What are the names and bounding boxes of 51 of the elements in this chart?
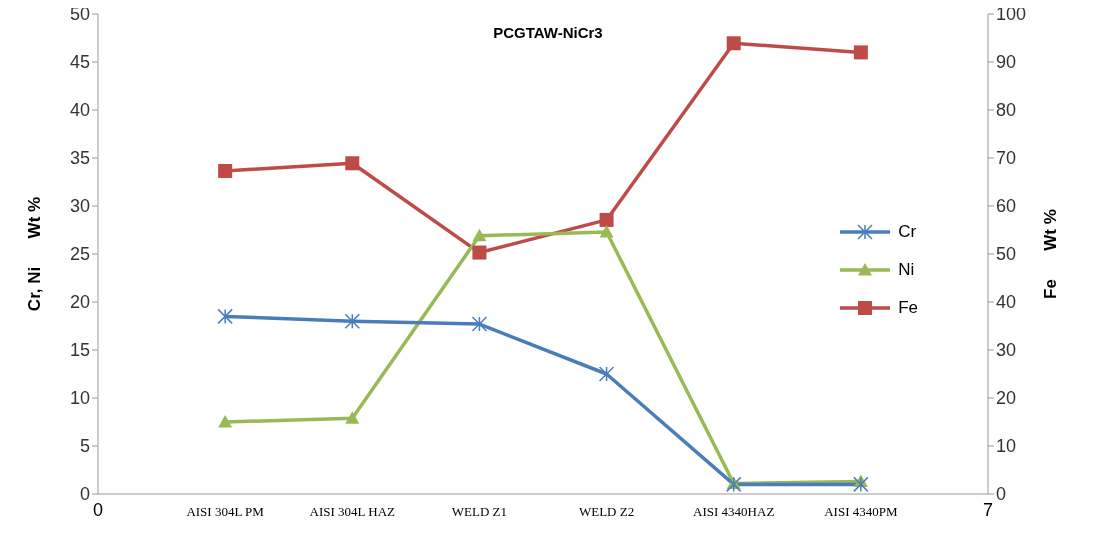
- y-tick-label: 35: [69, 148, 90, 169]
- y2-tick-label: 70: [996, 148, 1017, 169]
- y-tick-label: 20: [69, 292, 90, 313]
- y2-tick-label: 0: [996, 484, 1007, 505]
- y-tick-label: 0: [79, 484, 90, 505]
- y-tick-label: 45: [69, 52, 90, 73]
- point: [471, 316, 488, 332]
- y-tick-label: 15: [69, 340, 90, 361]
- x-tick-label: WELD Z2: [578, 504, 635, 519]
- y-tick-label: 25: [69, 244, 90, 265]
- x-tick-label: AISI 304L HAZ: [309, 504, 396, 519]
- x-tick-label: 7: [982, 500, 994, 520]
- y2-tick-label: 20: [996, 388, 1017, 409]
- point: [344, 313, 361, 329]
- point: [217, 308, 233, 325]
- point: [472, 228, 487, 242]
- point: [218, 415, 233, 428]
- y2-tick-label: 30: [996, 340, 1017, 361]
- point: [218, 163, 233, 178]
- x-tick-label: AISI 4340PM: [824, 504, 898, 519]
- y-tick-label: 40: [69, 100, 90, 121]
- point: [598, 366, 615, 382]
- point: [345, 411, 360, 424]
- y-tick-label: 10: [69, 388, 90, 409]
- point: [599, 212, 614, 227]
- y-tick-label: 30: [69, 196, 90, 217]
- y2-tick-label: 80: [996, 100, 1017, 121]
- point: [853, 476, 869, 493]
- y2-tick-label: 90: [996, 52, 1017, 73]
- x-tick-label: 0: [92, 500, 104, 520]
- y2-tick-label: 40: [996, 292, 1017, 313]
- legend-label: Fe: [898, 298, 918, 318]
- y2-tick-label: 60: [996, 196, 1017, 217]
- text: PCGTAW-NiCr3: [493, 24, 603, 41]
- y2-axis-title: Fe Wt %: [1041, 209, 1060, 299]
- y-tick-label: 50: [69, 4, 90, 25]
- x-tick-label: AISI 304L PM: [186, 504, 265, 519]
- legend-label: Ni: [898, 260, 915, 280]
- x-tick-label: AISI 4340HAZ: [693, 504, 775, 519]
- point: [726, 36, 741, 51]
- x-tick-label: WELD Z1: [451, 504, 508, 519]
- y-tick-label: 5: [79, 436, 90, 457]
- y2-tick-label: 50: [996, 244, 1017, 265]
- point: [345, 156, 360, 171]
- y-axis-title: Cr, Ni Wt %: [25, 196, 44, 312]
- legend-label: Cr: [898, 222, 917, 242]
- y2-tick-label: 10: [996, 436, 1017, 457]
- y2-tick-label: 100: [996, 4, 1027, 25]
- point: [599, 224, 614, 238]
- point: [853, 45, 868, 60]
- point: [472, 245, 487, 260]
